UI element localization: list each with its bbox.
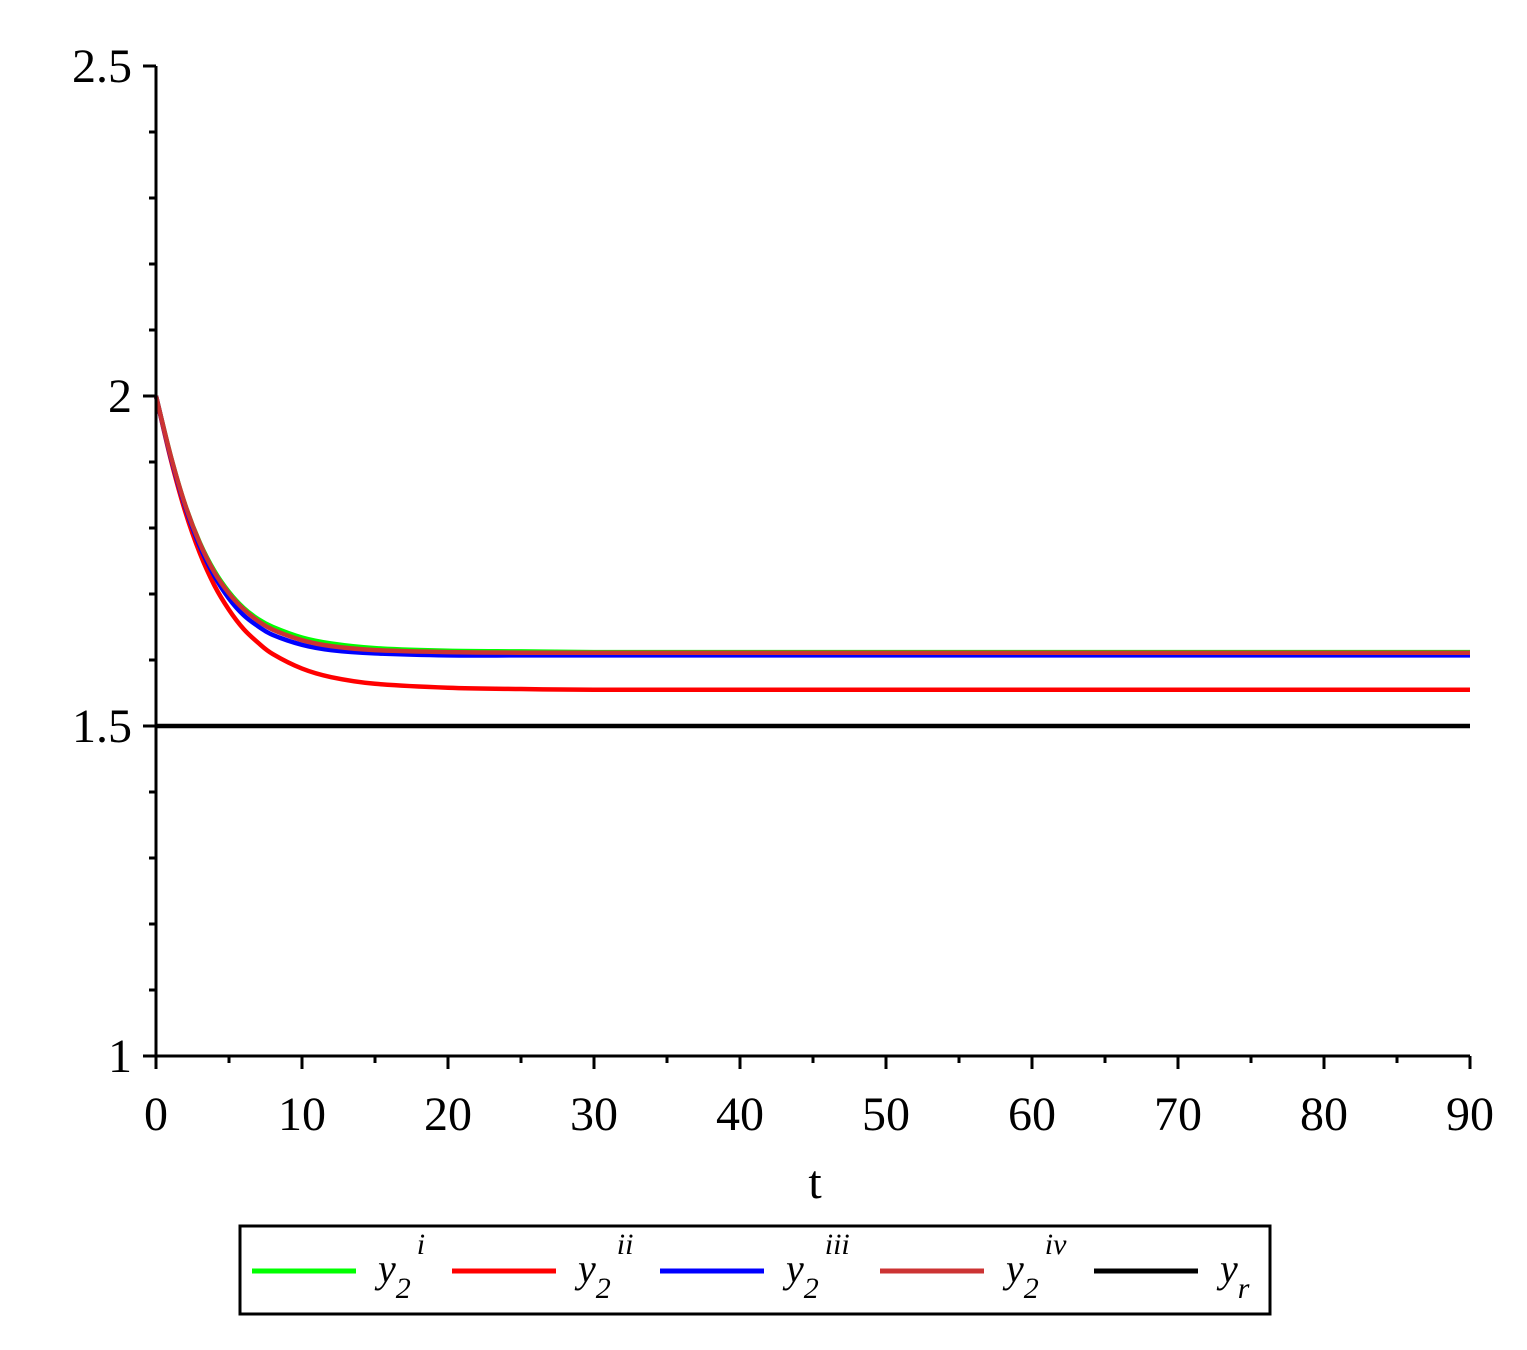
legend-label-3: y2iii: [782, 1228, 850, 1305]
x-tick-label: 50: [862, 1088, 910, 1141]
x-axis-title: t: [808, 1156, 822, 1209]
y-tick-label: 2: [108, 370, 132, 423]
series-line-3: [153, 395, 1470, 658]
x-tick-label: 60: [1008, 1088, 1056, 1141]
x-tick-label: 90: [1446, 1088, 1494, 1141]
legend-label-2: y2ii: [574, 1228, 633, 1305]
plot-area: [153, 395, 1470, 729]
series-line-4: [153, 395, 1470, 656]
x-tick-label: 0: [144, 1088, 168, 1141]
x-tick-label: 10: [278, 1088, 326, 1141]
legend-label-4: y2iv: [1002, 1228, 1067, 1305]
legend-label-1: y2i: [374, 1228, 425, 1305]
series-line-1: [153, 395, 1470, 655]
y-tick-label: 1.5: [72, 700, 132, 753]
x-tick-label: 70: [1154, 1088, 1202, 1141]
x-tick-label: 20: [424, 1088, 472, 1141]
x-tick-label: 80: [1300, 1088, 1348, 1141]
axes: 1 1.5 2 2.5 0 10 20 30 40 50 60 70 80 90: [72, 40, 1494, 1141]
legend-label-5: yr: [1216, 1246, 1250, 1305]
x-tick-label: 30: [570, 1088, 618, 1141]
y-tick-label: 1: [108, 1030, 132, 1083]
x-tick-label: 40: [716, 1088, 764, 1141]
legend: y2i y2ii y2iii y2iv yr: [238, 1224, 1272, 1316]
y-tick-label: 2.5: [72, 40, 132, 93]
series-line-2: [153, 395, 1470, 692]
